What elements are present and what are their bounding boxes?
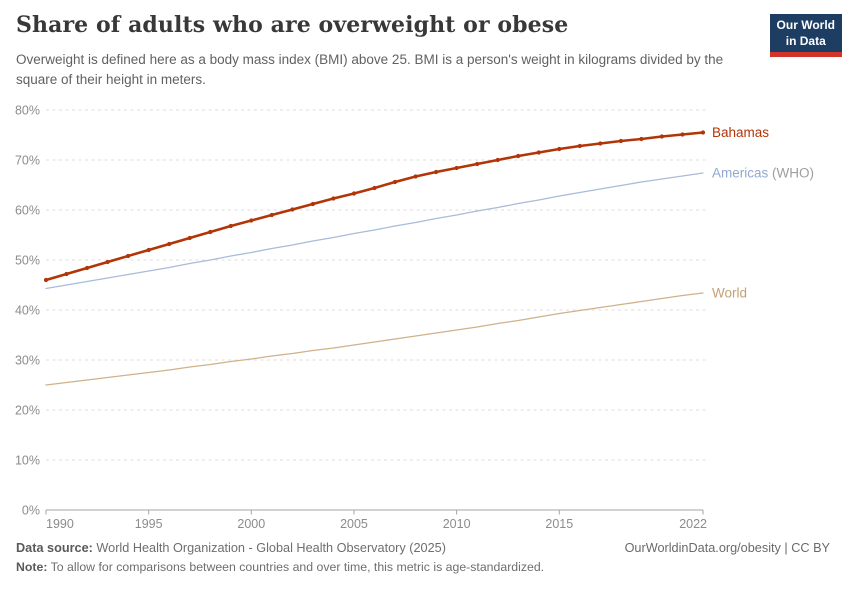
series-label-main-bahamas: Bahamas: [712, 125, 769, 140]
series-line-world[interactable]: [45, 292, 704, 386]
x-tick-label-2010: 2010: [443, 517, 471, 531]
x-tick-label-2015: 2015: [545, 517, 573, 531]
data-point-bahamas-2013: [516, 153, 521, 159]
series-end-labels: Bahamas Americas (WHO) World: [712, 125, 814, 301]
data-point-bahamas-2000: [249, 218, 254, 223]
note-line: Note: To allow for comparisons between c…: [16, 560, 830, 574]
x-axis: 1990 1995 2000 2005 2010 2015 2022: [45, 509, 707, 531]
data-point-bahamas-1994: [126, 253, 131, 259]
data-point-bahamas-2001: [269, 212, 274, 218]
data-point-bahamas-2021: [680, 132, 685, 137]
y-tick-label-20: 20%: [15, 404, 40, 418]
chart-subtitle: Overweight is defined here as a body mas…: [16, 52, 724, 88]
y-tick-label-80: 80%: [15, 104, 40, 118]
y-tick-label-30: 30%: [15, 354, 40, 368]
data-point-bahamas-2002: [290, 207, 295, 212]
data-source-line: Data source: World Health Organization -…: [16, 541, 446, 555]
series-lines: [43, 130, 706, 386]
data-point-bahamas-1993: [105, 259, 110, 265]
data-source-label: Data source:: [16, 541, 93, 555]
data-point-bahamas-1992: [85, 265, 90, 271]
data-point-bahamas-1997: [187, 235, 192, 241]
note-label: Note:: [16, 560, 48, 574]
y-tick-label-70: 70%: [15, 154, 40, 168]
data-point-bahamas-2005: [351, 191, 357, 196]
data-source-value: World Health Organization - Global Healt…: [96, 541, 446, 555]
owid-logo[interactable]: Our World in Data: [769, 14, 842, 58]
data-point-bahamas-2012: [495, 157, 500, 163]
data-point-bahamas-2016: [577, 143, 582, 149]
y-tick-label-60: 60%: [15, 204, 40, 218]
data-point-bahamas-2011: [475, 161, 480, 167]
x-tick-label-1990: 1990: [46, 517, 74, 531]
data-point-bahamas-1995: [146, 247, 151, 253]
data-point-bahamas-1998: [208, 229, 213, 235]
page-title: Share of adults who are overweight or ob…: [16, 12, 569, 38]
chart-area: 0% 10% 20% 30% 40% 50% 60% 70% 80% 1990 1995 2000 20…: [0, 95, 850, 540]
data-point-bahamas-1996: [167, 241, 172, 247]
data-point-bahamas-2010: [454, 165, 459, 171]
x-tick-label-2022: 2022: [679, 517, 707, 531]
chart-canvas: 0% 10% 20% 30% 40% 50% 60% 70% 80% 1990 1995 2000 20…: [15, 104, 814, 532]
data-point-bahamas-2007: [392, 179, 398, 185]
series-line-americas-who[interactable]: [45, 172, 704, 290]
gridlines: 0% 10% 20% 30% 40% 50% 60% 70% 80%: [15, 104, 707, 518]
chart-footer: Data source: World Health Organization -…: [16, 541, 830, 574]
data-point-bahamas-2020: [659, 134, 665, 139]
logo-line2: in Data: [785, 33, 826, 48]
data-point-bahamas-2018: [618, 138, 624, 144]
series-label-main-americas-who: Americas: [712, 166, 769, 181]
data-point-bahamas-2004: [331, 196, 336, 201]
data-point-bahamas-2019: [639, 136, 644, 142]
data-point-bahamas-2006: [372, 185, 377, 191]
note-value: To allow for comparisons between countri…: [50, 560, 545, 574]
owid-cc-link[interactable]: OurWorldinData.org/obesity | CC BY: [624, 541, 830, 555]
series-label-americas-who[interactable]: Americas (WHO): [712, 166, 814, 181]
x-tick-label-1995: 1995: [135, 517, 163, 531]
series-line-bahamas[interactable]: [44, 131, 705, 282]
series-label-main-world: World: [712, 286, 747, 301]
series-label-bahamas[interactable]: Bahamas: [712, 125, 769, 140]
data-point-bahamas-2003: [310, 201, 315, 207]
series-label-suffix-americas-who: (WHO): [768, 166, 814, 181]
data-point-bahamas-2022: [700, 130, 706, 135]
data-point-bahamas-2008: [413, 174, 418, 179]
y-tick-label-40: 40%: [15, 304, 40, 318]
series-label-world[interactable]: World: [712, 286, 747, 301]
series-markers-bahamas: [43, 130, 706, 283]
data-point-bahamas-2009: [434, 169, 439, 175]
x-tick-label-2000: 2000: [237, 517, 265, 531]
y-tick-label-10: 10%: [15, 454, 40, 468]
y-tick-label-50: 50%: [15, 254, 40, 268]
data-point-bahamas-2017: [598, 141, 603, 146]
data-point-bahamas-1990: [43, 277, 49, 283]
logo-line1: Our World: [776, 18, 835, 32]
data-point-bahamas-1991: [64, 271, 69, 277]
data-point-bahamas-2014: [536, 150, 541, 155]
y-tick-label-0: 0%: [22, 504, 40, 518]
data-point-bahamas-2015: [557, 146, 562, 152]
x-tick-label-2005: 2005: [340, 517, 368, 531]
data-point-bahamas-1999: [228, 223, 233, 229]
